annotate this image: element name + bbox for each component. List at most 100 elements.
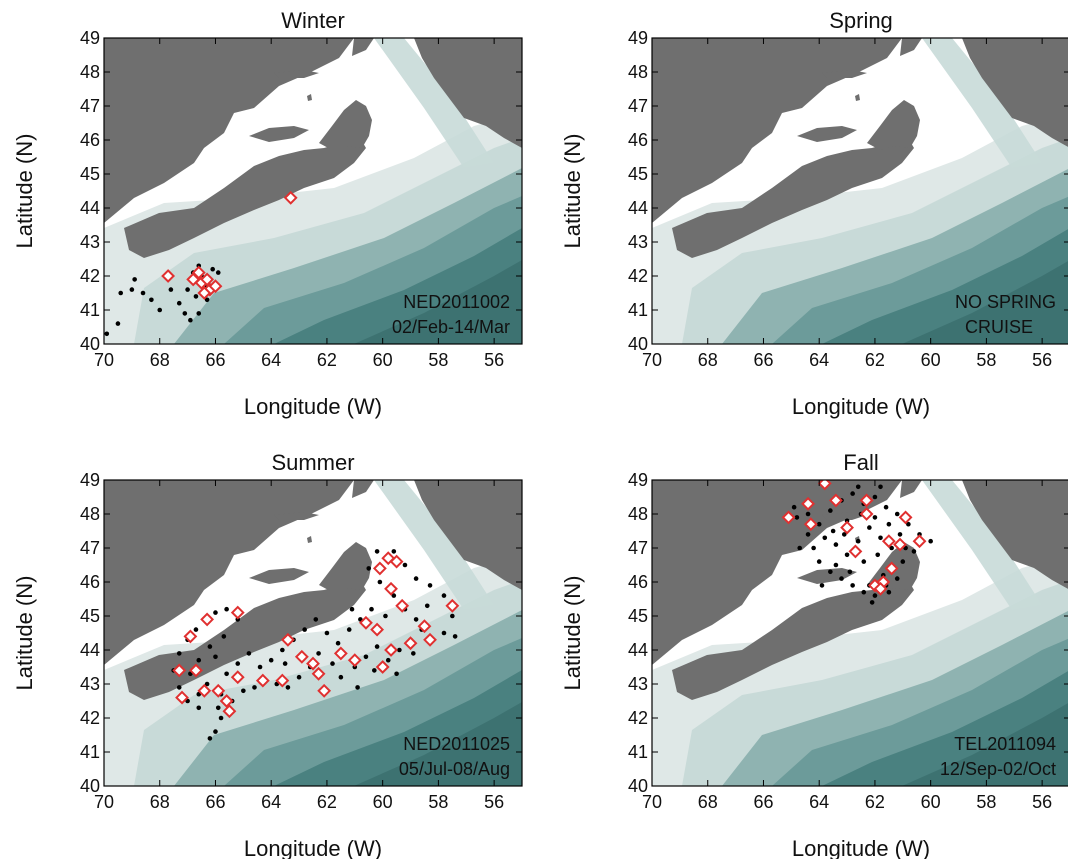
map-area xyxy=(652,480,1068,786)
land-mass xyxy=(414,38,522,148)
station-dot xyxy=(377,579,383,585)
station-dot xyxy=(413,576,419,581)
sample-marker xyxy=(375,660,390,674)
station-dot xyxy=(441,593,447,598)
y-tick-label: 40 xyxy=(80,776,100,796)
x-tick-label: 58 xyxy=(428,350,448,370)
map-area xyxy=(104,480,522,786)
land-mass xyxy=(900,38,922,56)
station-dot xyxy=(911,549,917,554)
y-tick-label: 49 xyxy=(80,28,100,48)
sample-marker xyxy=(294,649,309,664)
x-tick-label: 56 xyxy=(1032,792,1052,812)
station-dot xyxy=(441,630,447,636)
station-dot xyxy=(791,504,797,510)
x-tick-label: 70 xyxy=(642,350,662,370)
bathymetry-band xyxy=(354,260,522,344)
station-dot xyxy=(841,532,847,537)
y-tick-label: 45 xyxy=(628,606,648,626)
sample-marker xyxy=(183,629,198,644)
y-tick-label: 41 xyxy=(628,300,648,320)
laurentian-channel xyxy=(922,480,1042,610)
x-tick-label: 58 xyxy=(976,792,996,812)
y-tick-label: 43 xyxy=(628,232,648,252)
panel-title: Winter xyxy=(281,8,345,33)
sample-marker xyxy=(311,666,326,681)
station-dot xyxy=(246,651,252,656)
station-dot xyxy=(869,600,875,605)
station-dot xyxy=(878,484,883,490)
cruise-id: TEL2011094 xyxy=(954,734,1056,754)
station-dot xyxy=(213,610,218,615)
x-axis-label: Longitude (W) xyxy=(792,836,930,859)
x-tick-label: 56 xyxy=(484,350,504,370)
y-tick-label: 46 xyxy=(80,572,100,592)
land-mass xyxy=(962,38,1068,147)
station-dot xyxy=(215,270,221,275)
station-dot xyxy=(224,606,229,612)
x-tick-label: 62 xyxy=(317,792,337,812)
cruise-id: NED2011025 xyxy=(403,734,510,754)
y-tick-label: 40 xyxy=(628,776,648,796)
land-mass xyxy=(319,100,372,150)
station-dot xyxy=(346,627,352,632)
station-dot xyxy=(833,562,839,568)
station-dot xyxy=(828,569,833,575)
sample-marker xyxy=(859,507,874,521)
y-tick-label: 48 xyxy=(628,504,648,524)
sample-marker xyxy=(384,581,398,596)
station-dot xyxy=(330,661,335,666)
station-dot xyxy=(324,630,330,636)
station-dot xyxy=(385,657,391,663)
station-dot xyxy=(302,627,307,632)
sample-marker xyxy=(219,694,234,708)
y-tick-label: 46 xyxy=(628,130,648,150)
station-dot xyxy=(118,290,124,296)
station-dot xyxy=(906,521,911,527)
station-dot xyxy=(850,583,855,588)
panel-title: Fall xyxy=(843,450,878,475)
station-dot xyxy=(883,504,889,510)
y-tick-label: 46 xyxy=(80,130,100,150)
station-dot xyxy=(872,494,878,500)
station-dot xyxy=(374,549,380,554)
map-area xyxy=(652,38,1068,344)
station-dot xyxy=(188,317,193,323)
station-dot xyxy=(335,640,341,646)
plot-frame xyxy=(651,479,1068,787)
sample-marker xyxy=(423,632,437,647)
station-dot xyxy=(805,532,811,537)
station-dot xyxy=(176,300,182,306)
land-mass xyxy=(104,480,354,665)
cruise-dates: 02/Feb-14/Mar xyxy=(392,317,510,337)
station-dot xyxy=(811,545,816,551)
sample-marker xyxy=(191,265,206,280)
station-dot xyxy=(822,535,828,541)
station-dot xyxy=(900,559,906,564)
y-tick-label: 49 xyxy=(628,470,648,490)
y-tick-label: 48 xyxy=(80,504,100,524)
station-dot xyxy=(855,484,861,490)
station-dot xyxy=(816,521,822,527)
y-tick-label: 43 xyxy=(80,232,100,252)
sample-marker xyxy=(306,656,320,671)
sample-marker xyxy=(208,279,223,294)
y-tick-label: 44 xyxy=(80,198,100,218)
panel-title: Summer xyxy=(271,450,354,475)
station-dot xyxy=(316,651,321,656)
sample-marker xyxy=(333,646,348,661)
sample-marker xyxy=(381,551,396,566)
station-dot xyxy=(830,528,836,534)
x-tick-label: 56 xyxy=(484,792,504,812)
y-tick-label: 48 xyxy=(628,62,648,82)
land-mass xyxy=(672,136,914,258)
station-dot xyxy=(855,538,861,544)
panel-title: Spring xyxy=(829,8,893,33)
x-tick-label: 68 xyxy=(698,792,718,812)
station-dot xyxy=(157,307,163,313)
land-mass xyxy=(652,480,902,665)
sample-marker xyxy=(445,598,460,613)
y-tick-label: 44 xyxy=(628,198,648,218)
panel-winter: Winter Longitude (W) Latitude (N) NED201… xyxy=(12,8,523,419)
sample-marker xyxy=(781,510,796,525)
